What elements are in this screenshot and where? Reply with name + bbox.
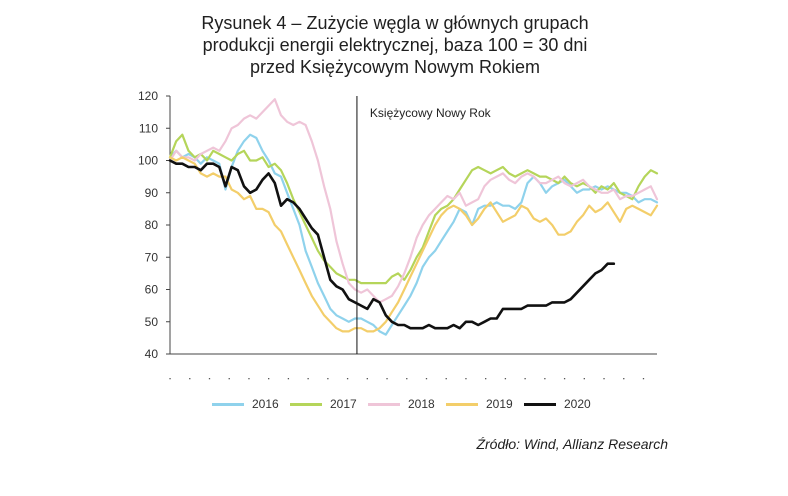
x-tick-mark	[307, 378, 309, 380]
x-tick-mark	[346, 378, 349, 380]
legend-item-2020: 2020	[524, 395, 591, 413]
chart-title-line-3: przed Księżycowym Nowym Rokiem	[249, 57, 541, 77]
x-tick-mark	[603, 378, 605, 380]
x-tick-mark	[366, 378, 368, 380]
x-tick-mark	[406, 378, 408, 380]
y-tick-label: 120	[138, 89, 158, 103]
x-tick-mark	[268, 378, 270, 380]
y-tick-label: 40	[145, 347, 159, 361]
chart-series	[168, 98, 659, 336]
x-tick-mark	[583, 378, 585, 380]
legend-swatch	[524, 402, 556, 406]
series-line-2018	[168, 98, 659, 304]
line-chart: 40 50 60 70 80 90 100 110 120 Księżycowy Nowy Ro…	[138, 89, 659, 380]
legend-label: 2020	[564, 397, 591, 411]
x-tick-mark	[425, 378, 428, 380]
x-tick-mark	[248, 378, 250, 380]
x-tick-mark	[544, 378, 546, 380]
series-line-2016	[168, 133, 659, 336]
y-tick-label: 90	[145, 186, 159, 200]
x-tick-mark	[563, 378, 566, 380]
legend-swatch	[212, 402, 244, 406]
chart-legend: 2016 2017 2018 2019 2020	[212, 395, 612, 413]
chart-title-line-2: produkcji energii elektrycznej, baza 100…	[202, 35, 588, 55]
series-line-2017	[168, 133, 659, 285]
x-tick-mark	[465, 378, 467, 380]
legend-label: 2017	[330, 397, 357, 411]
x-tick-mark	[623, 378, 625, 380]
y-tick-label: 60	[145, 283, 159, 297]
legend-swatch	[446, 402, 478, 406]
chart-annotation: Księżycowy Nowy Rok	[356, 96, 492, 354]
x-tick-mark	[189, 378, 191, 380]
x-tick-mark	[169, 378, 171, 380]
legend-swatch	[368, 402, 400, 406]
chart-title: Rysunek 4 – Zużycie węgla w głównych gru…	[0, 12, 788, 78]
legend-item-2017: 2017	[290, 395, 357, 413]
x-tick-mark	[327, 378, 329, 380]
x-tick-mark	[228, 378, 230, 380]
legend-label: 2018	[408, 397, 435, 411]
x-tick-mark	[504, 378, 507, 380]
x-tick-mark	[445, 378, 447, 380]
legend-item-2016: 2016	[212, 395, 279, 413]
legend-label: 2019	[486, 397, 513, 411]
series-line-2019	[168, 156, 659, 333]
x-tick-mark	[208, 378, 211, 380]
x-tick-mark	[642, 378, 645, 380]
source-note: Źródło: Wind, Allianz Research	[476, 436, 668, 452]
x-tick-mark	[524, 378, 526, 380]
y-tick-label: 50	[145, 315, 159, 329]
x-tick-mark	[485, 378, 487, 380]
y-tick-label: 70	[145, 250, 159, 264]
chart-axes: 40 50 60 70 80 90 100 110 120	[138, 89, 657, 380]
chart-title-line-1: Rysunek 4 – Zużycie węgla w głównych gru…	[201, 13, 589, 33]
x-tick-mark	[287, 378, 290, 380]
x-tick-mark	[386, 378, 388, 380]
legend-swatch	[290, 402, 322, 406]
legend-label: 2016	[252, 397, 279, 411]
legend-item-2018: 2018	[368, 395, 435, 413]
y-tick-label: 110	[139, 121, 158, 135]
y-tick-label: 100	[138, 154, 158, 168]
lunar-new-year-label: Księżycowy Nowy Rok	[370, 106, 492, 120]
legend-item-2019: 2019	[446, 395, 513, 413]
y-tick-label: 80	[145, 218, 159, 232]
series-line-2020	[168, 159, 616, 330]
